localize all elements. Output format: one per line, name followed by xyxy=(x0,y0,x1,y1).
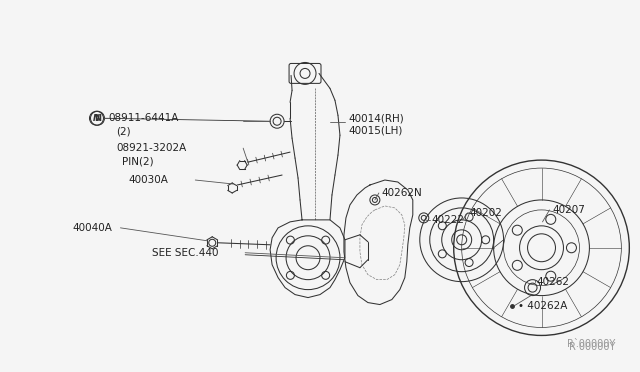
Text: 08911-6441A: 08911-6441A xyxy=(108,113,179,123)
Text: 40207: 40207 xyxy=(552,205,586,215)
Text: 40040A: 40040A xyxy=(72,223,113,233)
Text: N: N xyxy=(93,114,100,123)
Text: 40202: 40202 xyxy=(470,208,502,218)
Text: N: N xyxy=(94,114,101,123)
Text: (2): (2) xyxy=(116,126,131,136)
Text: 08921-3202A: 08921-3202A xyxy=(116,143,187,153)
Text: R·00000Y: R·00000Y xyxy=(570,342,616,352)
Text: 40222: 40222 xyxy=(432,215,465,225)
Text: 40030A: 40030A xyxy=(129,175,168,185)
Text: 40262: 40262 xyxy=(536,277,570,287)
Text: SEE SEC.440: SEE SEC.440 xyxy=(152,248,219,258)
Text: R`00000Y: R`00000Y xyxy=(568,339,616,349)
Text: PIN(2): PIN(2) xyxy=(122,156,154,166)
Text: • 40262A: • 40262A xyxy=(518,301,567,311)
Text: 40262N: 40262N xyxy=(382,188,422,198)
Text: 40014(RH): 40014(RH) xyxy=(348,113,404,123)
Text: 40015(LH): 40015(LH) xyxy=(348,125,403,135)
